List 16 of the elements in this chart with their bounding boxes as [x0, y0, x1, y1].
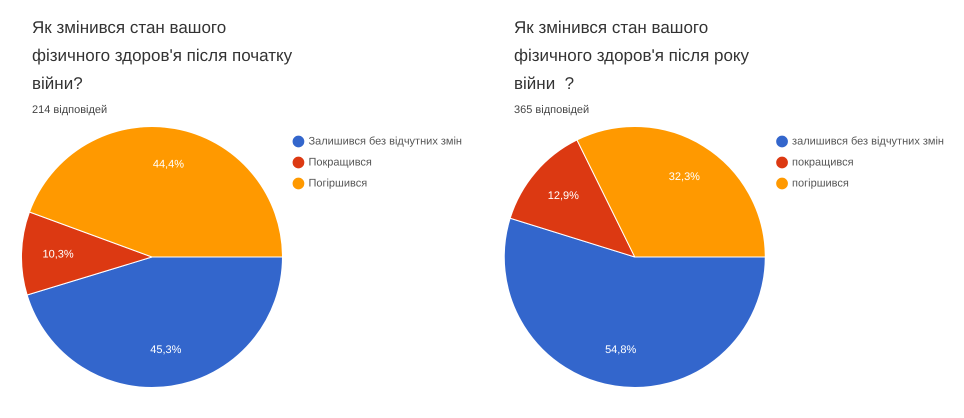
legend-label: залишився без відчутних змін	[792, 136, 944, 148]
legend-label: Погіршився	[308, 178, 368, 190]
legend-label: Залишився без відчутних змін	[308, 136, 462, 148]
data-label: 54,8%	[605, 344, 636, 356]
data-label: 32,3%	[668, 171, 700, 184]
data-label: 10,3%	[42, 248, 74, 260]
chart-title: Як змінився стан вашого фізичного здоров'я після початку війни?	[32, 17, 294, 95]
legend-label: Покращився	[308, 156, 372, 169]
legend-label: погіршився	[792, 178, 849, 190]
data-label: 44,4%	[152, 158, 184, 171]
legend-label: покращився	[792, 156, 854, 169]
chart-title: Як змінився стан вашого фізичного здоров'я після року війни ?	[514, 17, 750, 95]
data-label: 45,3%	[150, 344, 182, 356]
chart-subtitle: 365 відповідей	[514, 104, 590, 116]
chart-subtitle: 214 відповідей	[32, 104, 108, 116]
data-label: 12,9%	[548, 190, 580, 202]
